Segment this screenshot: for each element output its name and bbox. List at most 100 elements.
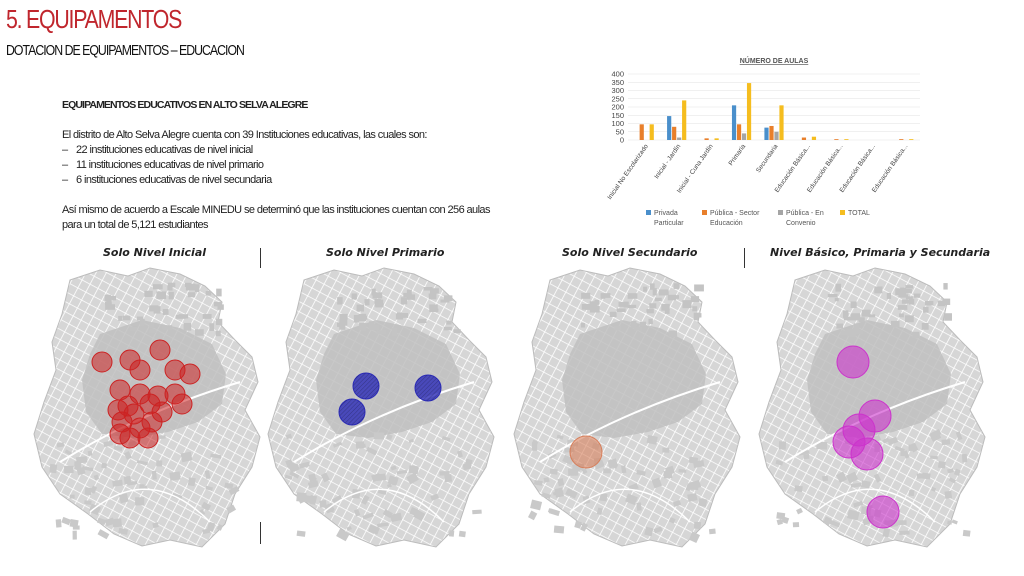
map-block: [371, 473, 382, 483]
bar: [834, 139, 839, 140]
map-block: [840, 330, 848, 335]
coverage-circle: [171, 393, 193, 415]
map-block: [206, 521, 216, 532]
map-block: [320, 472, 330, 483]
avenue: [323, 488, 445, 523]
map-block: [776, 518, 783, 526]
map-block: [356, 443, 366, 449]
bar: [844, 139, 849, 140]
map-block: [654, 297, 662, 302]
map-block: [369, 321, 375, 328]
map-title-secundario: Solo Nivel Secundario: [562, 246, 698, 259]
map-block: [924, 300, 934, 306]
map-block: [580, 322, 585, 328]
map-block: [108, 295, 113, 300]
map-block: [822, 516, 832, 526]
map-block: [868, 314, 876, 318]
map-block: [874, 329, 882, 334]
coverage-circle: [151, 401, 173, 423]
map-block: [584, 306, 592, 310]
bar: [746, 83, 752, 140]
map-block: [658, 289, 669, 296]
map-block: [614, 325, 622, 331]
bar: [639, 124, 644, 140]
map-block: [112, 479, 123, 487]
map-block: [364, 299, 370, 306]
map-block: [458, 530, 466, 538]
bar: [811, 136, 817, 140]
map-block: [353, 314, 360, 323]
map-block: [61, 516, 72, 526]
map-block: [796, 507, 803, 515]
map-block: [693, 521, 702, 529]
map-block: [441, 436, 451, 442]
bar: [736, 124, 742, 140]
map-block: [565, 488, 578, 499]
map-block: [69, 519, 79, 528]
map-block: [298, 461, 310, 469]
map-block: [167, 282, 176, 288]
map-block: [648, 318, 653, 325]
x-tick-label: Educación Básica...: [806, 143, 845, 194]
map-block: [688, 482, 699, 491]
map-block: [180, 451, 193, 463]
map-block: [923, 306, 929, 313]
map-block: [214, 302, 223, 307]
map-block: [775, 459, 784, 466]
map-block: [533, 479, 543, 486]
map-block: [118, 315, 123, 321]
map-block: [156, 460, 163, 467]
map-block: [113, 445, 123, 452]
intro-paragraph-2: Así mismo de acuerdo a Escale MINEDU se …: [62, 204, 490, 231]
map-block: [661, 303, 670, 311]
map-block: [687, 493, 698, 502]
y-tick-label: 0: [620, 136, 624, 145]
map-block: [596, 507, 603, 516]
map-block: [64, 449, 73, 456]
map-block: [530, 499, 543, 511]
map-block: [899, 530, 910, 536]
map-block: [217, 304, 224, 310]
map-block: [339, 313, 348, 320]
coverage-circle: [91, 351, 113, 373]
map-block: [951, 519, 958, 525]
map-block: [358, 315, 368, 320]
map-block: [873, 473, 882, 483]
map-block: [652, 288, 657, 296]
map-block: [82, 466, 94, 472]
map-block: [456, 450, 463, 458]
map-block: [897, 305, 908, 310]
y-tick-label: 250: [611, 94, 624, 103]
map-basico: [758, 267, 986, 548]
map-block: [696, 313, 702, 318]
map-block: [149, 329, 157, 333]
bar: [801, 137, 807, 140]
map-block: [308, 473, 317, 483]
bar: [909, 139, 914, 140]
map-block: [646, 434, 658, 445]
map-block: [947, 520, 953, 525]
map-block: [594, 299, 599, 305]
map-block: [403, 292, 409, 298]
map-block: [194, 329, 204, 336]
map-block: [930, 486, 937, 492]
divider: [744, 248, 745, 268]
map-block: [64, 465, 74, 474]
map-block: [446, 320, 452, 325]
map-block: [858, 317, 865, 322]
bar: [714, 138, 719, 140]
map-block: [337, 297, 343, 305]
map-block: [127, 480, 138, 486]
map-block: [663, 470, 673, 479]
map-block: [574, 520, 582, 529]
avenue: [89, 488, 211, 523]
map-block: [408, 438, 414, 444]
x-tick-label: Educación Básica...: [871, 143, 910, 194]
map-block: [962, 529, 971, 537]
map-block: [846, 471, 859, 484]
map-block: [443, 326, 452, 331]
map-block: [386, 434, 393, 441]
map-block: [430, 493, 440, 501]
map-block: [603, 468, 611, 474]
map-block: [627, 304, 637, 309]
